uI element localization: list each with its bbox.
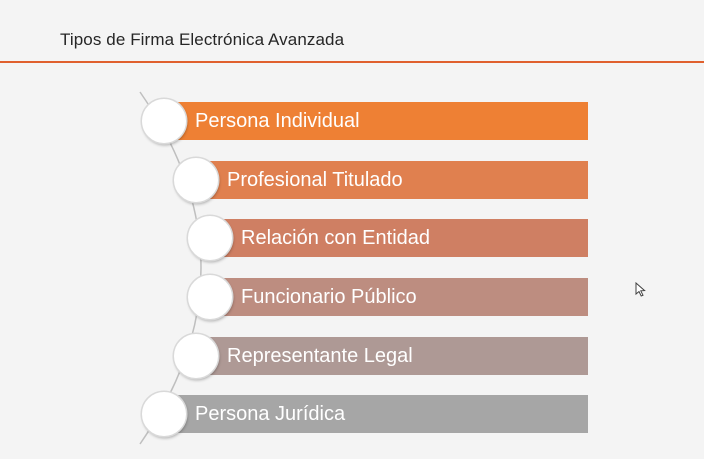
list-item-bullet-circle xyxy=(174,334,218,378)
list-item-label: Representante Legal xyxy=(227,344,413,367)
list-item-bullet-circle xyxy=(188,275,232,319)
list-item-label: Profesional Titulado xyxy=(227,168,403,191)
list-item-persona-individual: Persona Individual xyxy=(164,102,588,140)
list-item-label: Relación con Entidad xyxy=(241,226,431,249)
list-item-profesional-titulado: Profesional Titulado xyxy=(196,161,588,199)
list-item-label: Persona Jurídica xyxy=(195,402,346,425)
list-item-label: Persona Individual xyxy=(195,109,360,132)
slide-title: Tipos de Firma Electrónica Avanzada xyxy=(60,30,345,49)
list-item-representante-legal: Representante Legal xyxy=(196,337,588,375)
list-item-bullet-circle xyxy=(174,158,218,202)
list-item-relacion-con-entidad: Relación con Entidad xyxy=(210,219,588,257)
list-item-bullet-circle xyxy=(142,392,186,436)
list-item-bullet-circle xyxy=(142,99,186,143)
list-item-persona-juridica: Persona Jurídica xyxy=(164,395,588,433)
list-item-label: Funcionario Público xyxy=(241,285,417,308)
title-divider xyxy=(0,61,704,63)
mouse-pointer-icon xyxy=(635,282,646,297)
list-item-bullet-circle xyxy=(188,216,232,260)
list-item-funcionario-publico: Funcionario Público xyxy=(210,278,588,316)
